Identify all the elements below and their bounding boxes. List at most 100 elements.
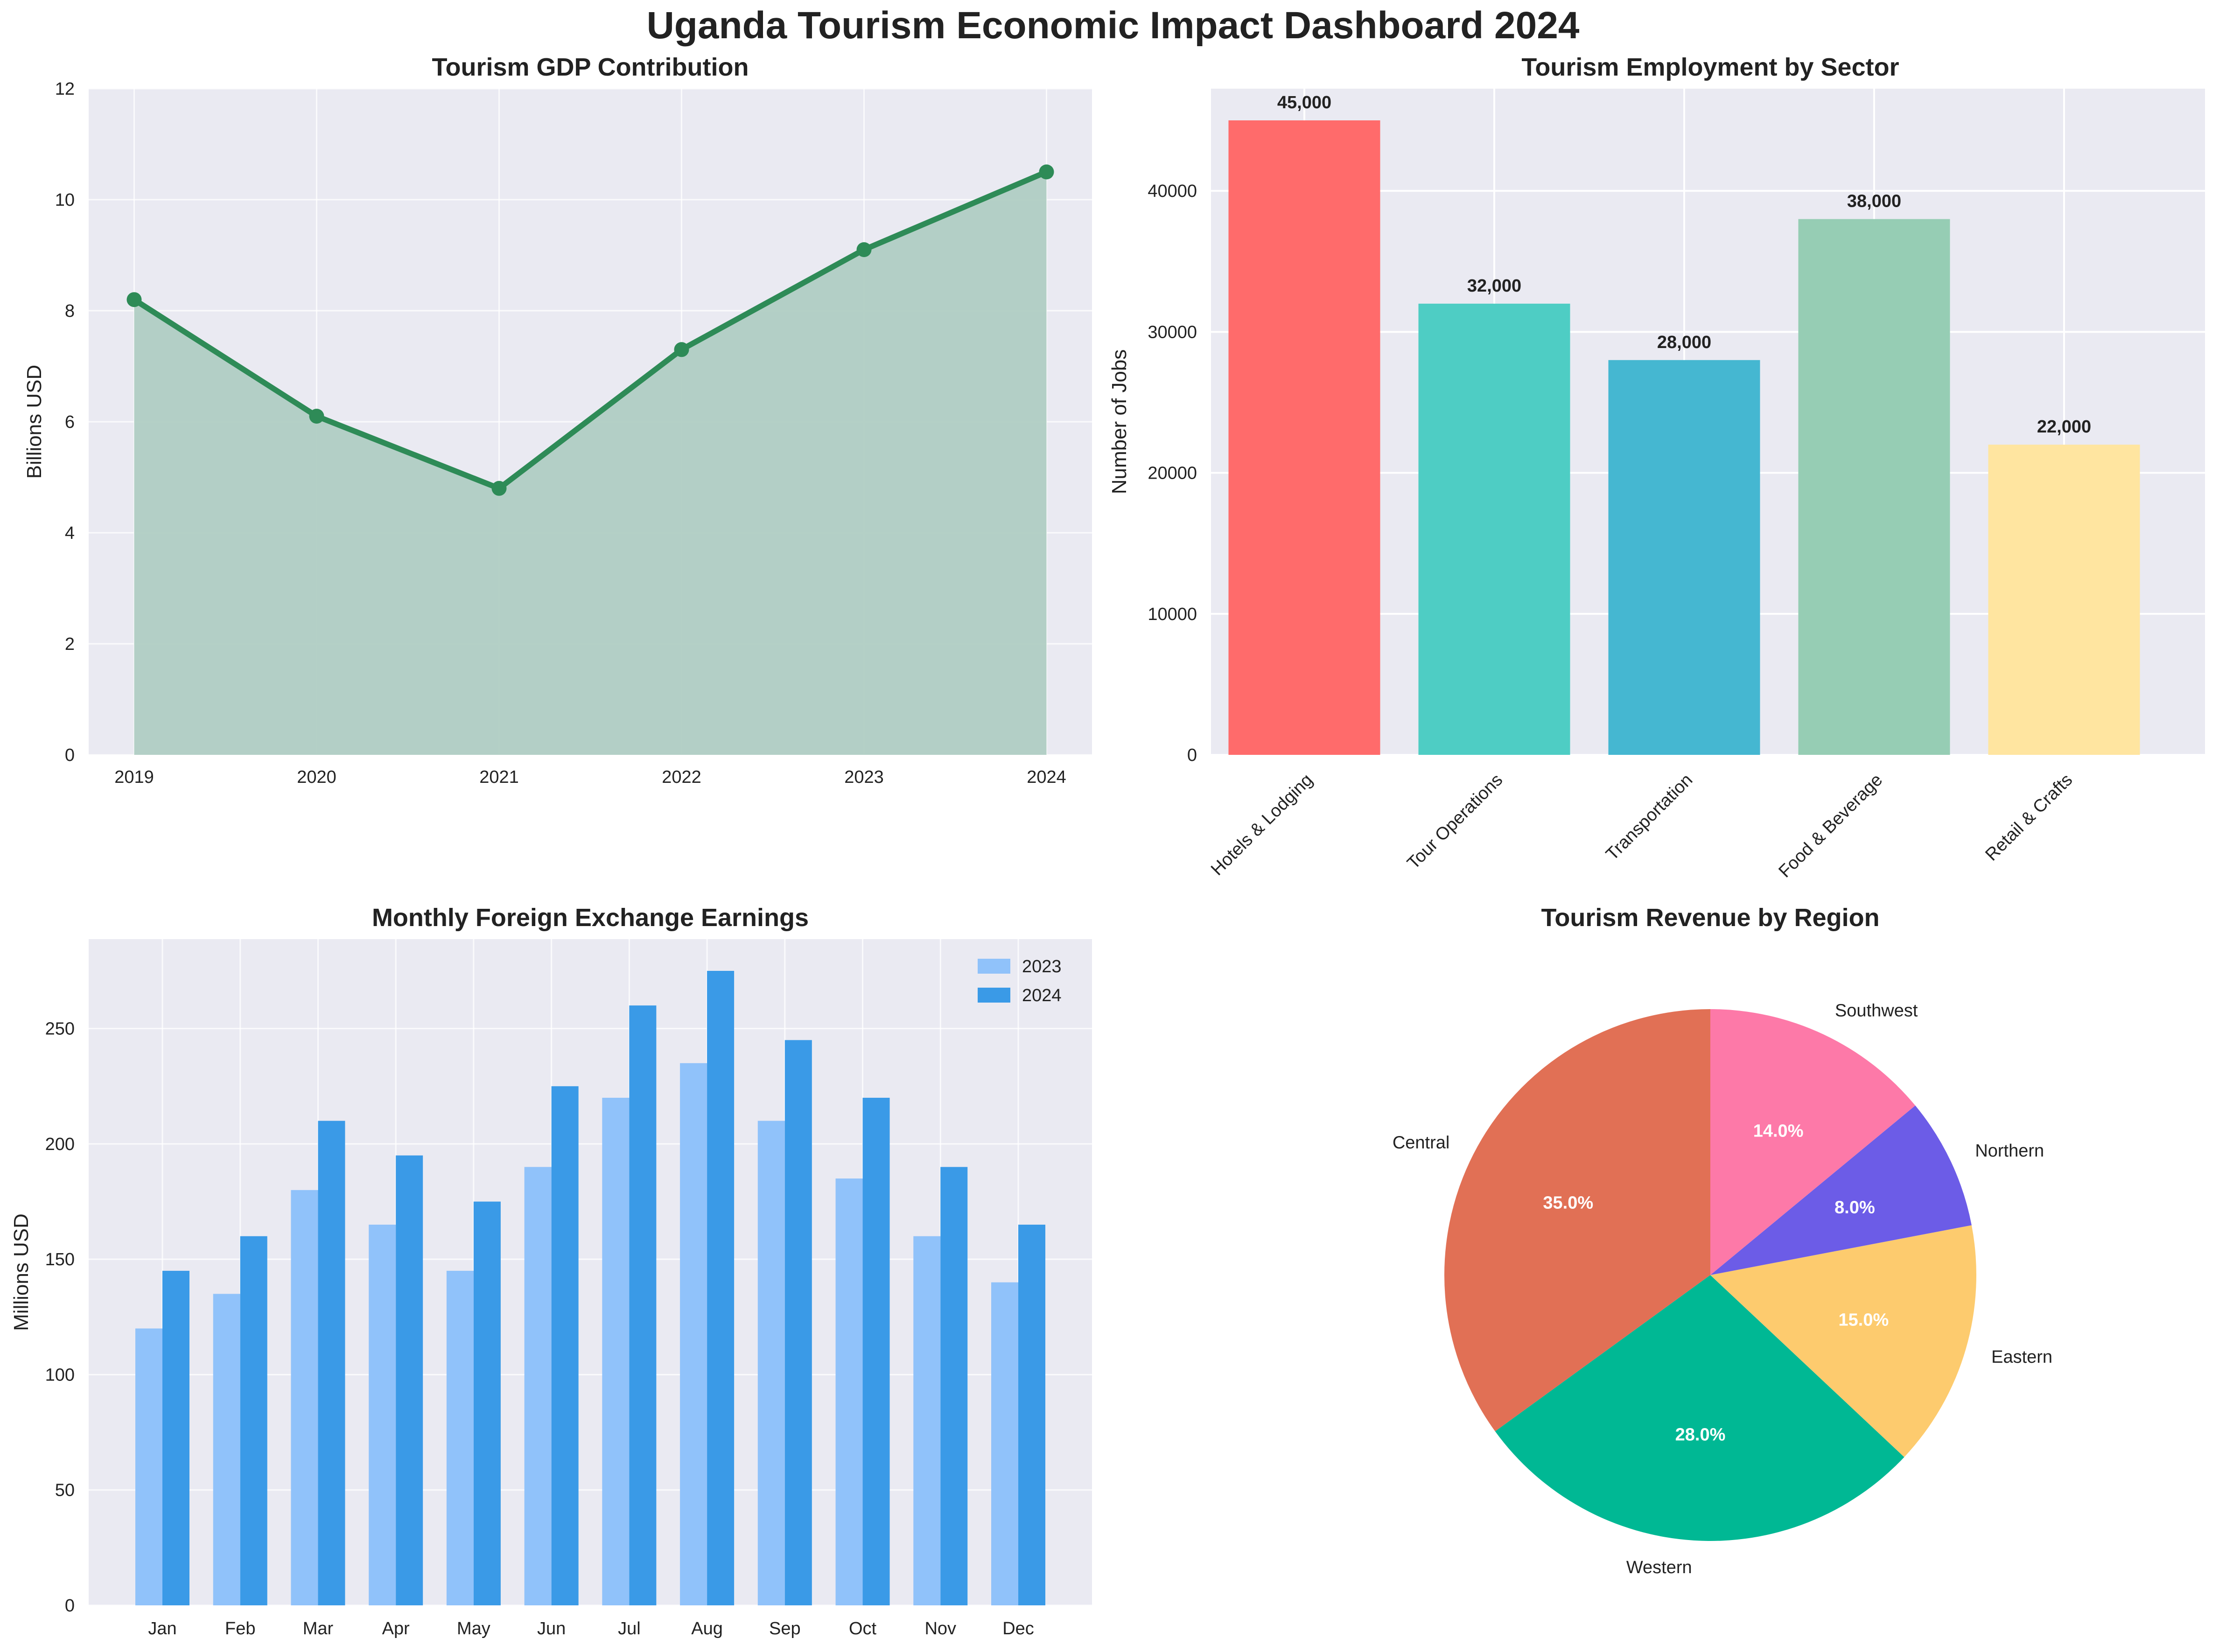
fx-bar-2024 (940, 1167, 968, 1605)
employment-bar (1608, 360, 1760, 755)
region-slice-label: Eastern (1991, 1347, 2052, 1367)
fx-bar-2024 (862, 1098, 890, 1605)
fx-bar-2023 (524, 1167, 552, 1605)
gdp-y-tick-label: 0 (65, 746, 75, 765)
gdp-y-tick-label: 12 (55, 79, 75, 99)
employment-title: Tourism Employment by Sector (1521, 53, 1899, 81)
fx-x-tick-label: Jun (537, 1619, 566, 1638)
fx-bar-2023 (913, 1236, 941, 1605)
fx-bar-2023 (291, 1190, 318, 1605)
fx-x-tick-label: Mar (303, 1619, 334, 1638)
fx-y-tick-label: 0 (65, 1596, 75, 1616)
employment-chart: 45,000 32,000 28,000 38,000 22,000 0 10000 2000… (1108, 53, 2205, 881)
fx-y-axis-label: Millions USD (10, 1213, 33, 1331)
fx-x-tick-label: Apr (382, 1619, 410, 1638)
region-slice-label: Southwest (1835, 1001, 1918, 1021)
fx-bar-2023 (835, 1178, 863, 1605)
gdp-y-tick-label: 6 (65, 412, 75, 432)
region-pct-label: 8.0% (1834, 1198, 1875, 1217)
fx-bar-2023 (213, 1294, 240, 1605)
gdp-chart: 0 2 4 6 8 10 12 2019 2020 2021 2022 2023 2024 Tourism… (23, 53, 1092, 787)
dashboard-title: Uganda Tourism Economic Impact Dashboard… (646, 4, 1580, 47)
fx-x-tick-label: May (457, 1619, 490, 1638)
fx-earnings-chart: 0 50 100 150 200 250 Jan Feb Mar Apr May Jun Jul Aug S… (10, 904, 1092, 1638)
fx-legend-swatch (978, 988, 1010, 1003)
employment-value-label: 22,000 (2037, 417, 2091, 437)
employment-bar (1798, 219, 1950, 755)
fx-x-tick-label: Sep (769, 1619, 801, 1638)
region-pct-label: 28.0% (1675, 1425, 1726, 1444)
gdp-point (126, 292, 142, 307)
fx-bar-2024 (784, 1040, 812, 1605)
gdp-y-tick-label: 2 (65, 634, 75, 654)
region-pct-label: 35.0% (1543, 1193, 1593, 1213)
gdp-x-tick-label: 2021 (479, 767, 519, 787)
gdp-point (491, 481, 507, 496)
region-slice-northern (1710, 1105, 1972, 1275)
gdp-x-tick-label: 2022 (662, 767, 701, 787)
fx-bar-2023 (446, 1270, 474, 1605)
region-slice-eastern (1710, 1225, 1976, 1457)
fx-x-tick-label: Nov (924, 1619, 956, 1638)
region-slice-label: Western (1626, 1558, 1692, 1577)
employment-value-label: 45,000 (1277, 93, 1331, 112)
fx-x-tick-label: Dec (1002, 1619, 1034, 1638)
gdp-y-tick-label: 10 (55, 190, 75, 210)
fx-y-tick-label: 150 (45, 1250, 75, 1269)
fx-bar-2024 (707, 971, 735, 1605)
gdp-x-tick-label: 2023 (844, 767, 884, 787)
fx-x-tick-label: Jan (148, 1619, 176, 1638)
fx-bar-2024 (240, 1236, 267, 1605)
gdp-y-tick-label: 8 (65, 301, 75, 321)
fx-legend-swatch (978, 959, 1010, 974)
gdp-x-tick-label: 2020 (297, 767, 336, 787)
employment-bar (1988, 445, 2140, 755)
fx-x-tick-label: Feb (225, 1619, 255, 1638)
employment-y-tick-label: 0 (1187, 746, 1197, 765)
fx-bar-2024 (396, 1155, 423, 1605)
fx-bar-2023 (602, 1098, 630, 1605)
fx-legend-label: 2024 (1022, 986, 1062, 1005)
gdp-x-tick-label: 2019 (114, 767, 154, 787)
fx-bar-2024 (1018, 1225, 1045, 1605)
employment-y-tick-label: 30000 (1148, 322, 1197, 342)
fx-bar-2023 (991, 1282, 1018, 1605)
fx-bar-2023 (757, 1121, 785, 1605)
gdp-line (133, 169, 1048, 491)
employment-y-tick-label: 20000 (1148, 464, 1197, 483)
gdp-point (856, 242, 872, 258)
employment-y-tick-label: 40000 (1148, 181, 1197, 201)
employment-bar (1418, 303, 1570, 755)
fx-bar-2024 (318, 1121, 345, 1605)
region-slice-central (1444, 1009, 1710, 1432)
gdp-title: Tourism GDP Contribution (432, 53, 749, 81)
employment-value-label: 38,000 (1847, 192, 1901, 211)
fx-y-tick-label: 50 (55, 1481, 75, 1500)
region-slice-label: Central (1393, 1133, 1450, 1152)
gdp-y-axis-label: Billions USD (23, 365, 46, 479)
fx-y-tick-label: 100 (45, 1365, 75, 1385)
employment-bar (1228, 120, 1380, 755)
region-slice-western (1495, 1275, 1904, 1541)
region-slice-southwest (1710, 1009, 1916, 1275)
gdp-point (1039, 164, 1054, 180)
fx-legend: 2023 2024 (978, 957, 1062, 1005)
fx-bar-2024 (473, 1201, 501, 1605)
fx-y-tick-label: 200 (45, 1135, 75, 1154)
fx-bar-2023 (369, 1225, 396, 1605)
gdp-point (674, 342, 689, 357)
region-pct-label: 14.0% (1753, 1122, 1804, 1141)
fx-legend-label: 2023 (1022, 957, 1062, 976)
fx-x-tick-label: Jul (618, 1619, 641, 1638)
region-pct-label: 15.0% (1839, 1310, 1889, 1330)
region-title: Tourism Revenue by Region (1541, 904, 1879, 932)
region-slice-label: Northern (1975, 1141, 2044, 1161)
gdp-area-fill (134, 172, 1047, 755)
employment-value-label: 32,000 (1467, 276, 1521, 296)
fx-bar-2024 (162, 1270, 189, 1605)
fx-y-tick-label: 250 (45, 1019, 75, 1039)
gdp-point (309, 409, 324, 424)
gdp-y-tick-label: 4 (65, 523, 75, 543)
fx-bar-2024 (629, 1005, 657, 1605)
